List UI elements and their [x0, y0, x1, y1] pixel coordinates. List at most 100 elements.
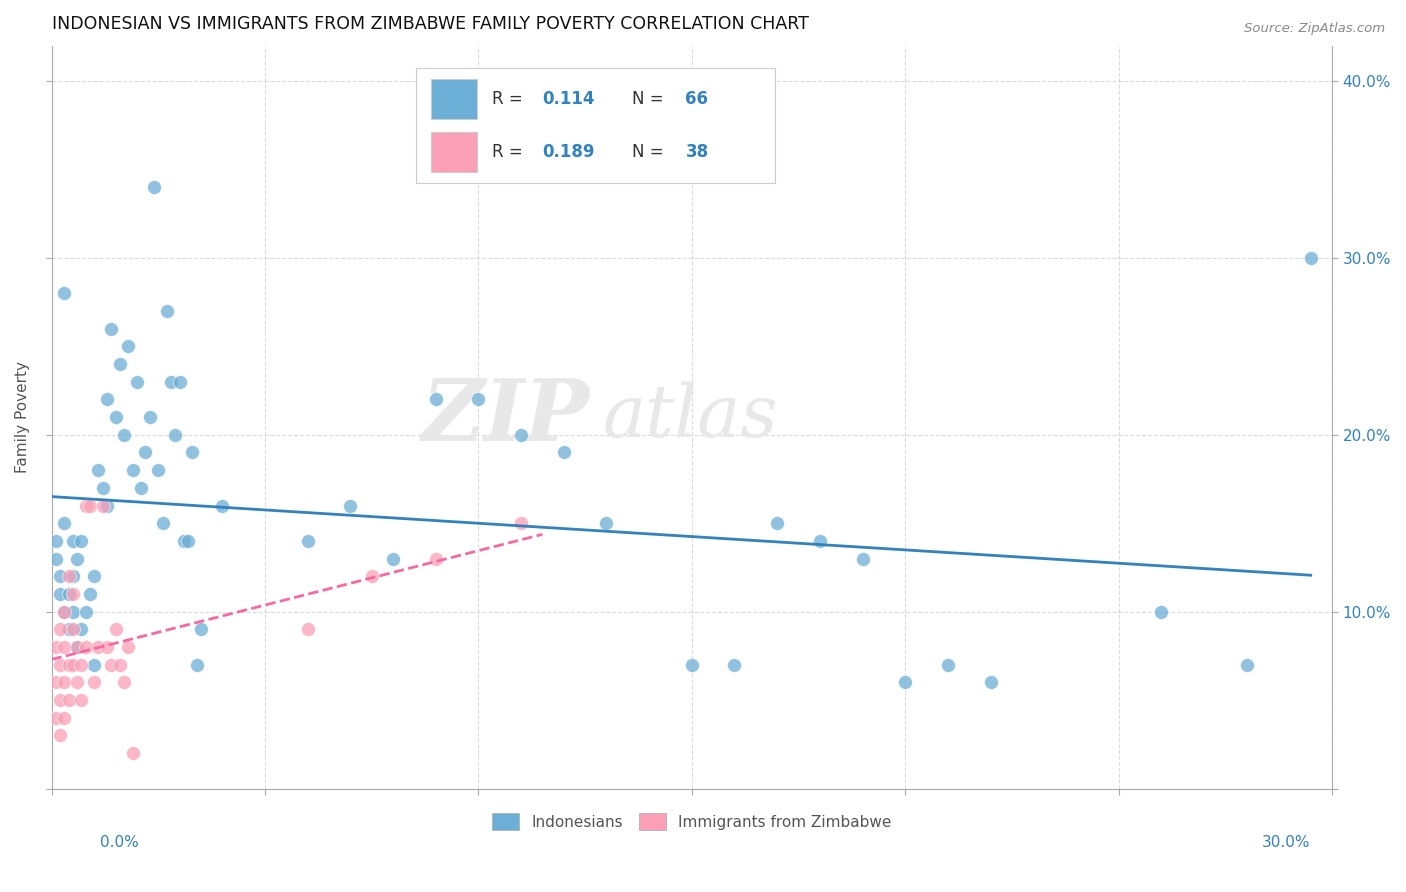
Point	[96, 392, 118, 407]
Point	[681, 657, 703, 672]
Point	[1299, 251, 1322, 265]
Point	[53, 286, 76, 301]
Text: 0.0%: 0.0%	[100, 836, 139, 850]
Point	[58, 587, 80, 601]
Point	[129, 481, 152, 495]
Point	[104, 410, 127, 425]
Point	[62, 657, 84, 672]
Point	[808, 533, 831, 548]
Point	[510, 427, 533, 442]
Point	[425, 392, 447, 407]
Point	[156, 304, 179, 318]
Point	[936, 657, 959, 672]
Point	[117, 640, 139, 654]
Point	[510, 516, 533, 531]
Point	[66, 640, 89, 654]
Point	[53, 516, 76, 531]
Point	[297, 533, 319, 548]
Point	[45, 711, 67, 725]
Text: Source: ZipAtlas.com: Source: ZipAtlas.com	[1244, 22, 1385, 36]
Point	[62, 587, 84, 601]
Point	[152, 516, 174, 531]
Point	[851, 551, 873, 566]
Point	[143, 180, 166, 194]
Point	[70, 533, 93, 548]
Legend: Indonesians, Immigrants from Zimbabwe: Indonesians, Immigrants from Zimbabwe	[486, 806, 898, 837]
Point	[894, 675, 917, 690]
Point	[53, 675, 76, 690]
Point	[96, 499, 118, 513]
Point	[177, 533, 200, 548]
Point	[91, 481, 114, 495]
Point	[553, 445, 575, 459]
Point	[66, 640, 89, 654]
Point	[1236, 657, 1258, 672]
Point	[45, 640, 67, 654]
Point	[83, 569, 105, 583]
Point	[112, 675, 135, 690]
Point	[70, 693, 93, 707]
Point	[75, 499, 97, 513]
Y-axis label: Family Poverty: Family Poverty	[15, 361, 30, 473]
Point	[91, 499, 114, 513]
Point	[100, 321, 122, 335]
Point	[190, 623, 212, 637]
Point	[49, 693, 72, 707]
Point	[117, 339, 139, 353]
Point	[297, 623, 319, 637]
Point	[45, 551, 67, 566]
Point	[100, 657, 122, 672]
Point	[211, 499, 233, 513]
Point	[83, 675, 105, 690]
Point	[75, 605, 97, 619]
Point	[62, 533, 84, 548]
Point	[766, 516, 789, 531]
Point	[87, 640, 110, 654]
Point	[980, 675, 1002, 690]
Point	[75, 640, 97, 654]
Point	[87, 463, 110, 477]
Point	[723, 657, 745, 672]
Point	[104, 623, 127, 637]
Text: INDONESIAN VS IMMIGRANTS FROM ZIMBABWE FAMILY POVERTY CORRELATION CHART: INDONESIAN VS IMMIGRANTS FROM ZIMBABWE F…	[52, 15, 808, 33]
Point	[66, 551, 89, 566]
Point	[112, 427, 135, 442]
Point	[160, 375, 183, 389]
Point	[173, 533, 195, 548]
Point	[108, 657, 131, 672]
Point	[148, 463, 170, 477]
Point	[125, 375, 148, 389]
Point	[96, 640, 118, 654]
Point	[66, 675, 89, 690]
Point	[58, 693, 80, 707]
Point	[186, 657, 208, 672]
Point	[62, 623, 84, 637]
Point	[58, 569, 80, 583]
Point	[49, 623, 72, 637]
Point	[121, 463, 143, 477]
Point	[70, 623, 93, 637]
Point	[467, 392, 489, 407]
Point	[138, 410, 160, 425]
Point	[181, 445, 204, 459]
Text: 30.0%: 30.0%	[1263, 836, 1310, 850]
Point	[53, 605, 76, 619]
Point	[79, 587, 101, 601]
Point	[53, 605, 76, 619]
Point	[1150, 605, 1173, 619]
Text: ZIP: ZIP	[422, 376, 589, 458]
Text: atlas: atlas	[602, 382, 778, 452]
Point	[45, 533, 67, 548]
Point	[121, 746, 143, 760]
Point	[134, 445, 156, 459]
Point	[53, 711, 76, 725]
Point	[70, 657, 93, 672]
Point	[83, 657, 105, 672]
Point	[49, 587, 72, 601]
Point	[360, 569, 382, 583]
Point	[58, 623, 80, 637]
Point	[49, 657, 72, 672]
Point	[49, 569, 72, 583]
Point	[45, 675, 67, 690]
Point	[169, 375, 191, 389]
